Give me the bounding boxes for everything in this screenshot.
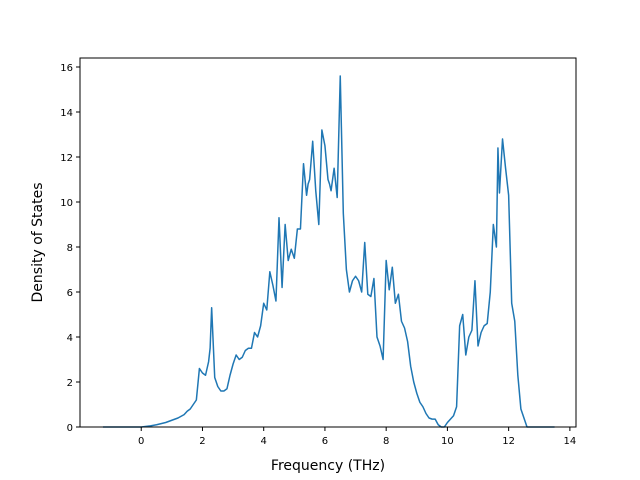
y-tick-label: 8 bbox=[67, 243, 73, 254]
series-line-0 bbox=[102, 75, 555, 428]
y-tick-label: 6 bbox=[67, 288, 73, 299]
x-tick-label: 8 bbox=[383, 436, 389, 447]
x-axis-ticks: 0 2 4 6 8 10 12 14 bbox=[138, 427, 576, 447]
y-tick-label: 16 bbox=[60, 63, 73, 74]
y-tick-label: 2 bbox=[67, 378, 73, 389]
axes-frame bbox=[79, 57, 577, 428]
plot-area bbox=[102, 75, 555, 428]
y-axis-ticks: 0 2 4 6 8 10 12 14 16 bbox=[60, 63, 80, 434]
x-tick-label: 12 bbox=[502, 436, 515, 447]
x-tick-label: 6 bbox=[322, 436, 328, 447]
y-tick-label: 12 bbox=[60, 153, 73, 164]
x-tick-label: 10 bbox=[441, 436, 454, 447]
y-tick-label: 4 bbox=[67, 333, 73, 344]
y-tick-label: 0 bbox=[67, 423, 73, 434]
y-tick-label: 14 bbox=[60, 108, 73, 119]
y-axis-label: Density of States bbox=[30, 183, 46, 303]
x-tick-label: 0 bbox=[138, 436, 144, 447]
x-axis-label: Frequency (THz) bbox=[271, 458, 385, 474]
x-tick-label: 2 bbox=[199, 436, 205, 447]
x-tick-label: 14 bbox=[564, 436, 577, 447]
x-tick-label: 4 bbox=[261, 436, 267, 447]
y-tick-label: 10 bbox=[60, 198, 73, 209]
